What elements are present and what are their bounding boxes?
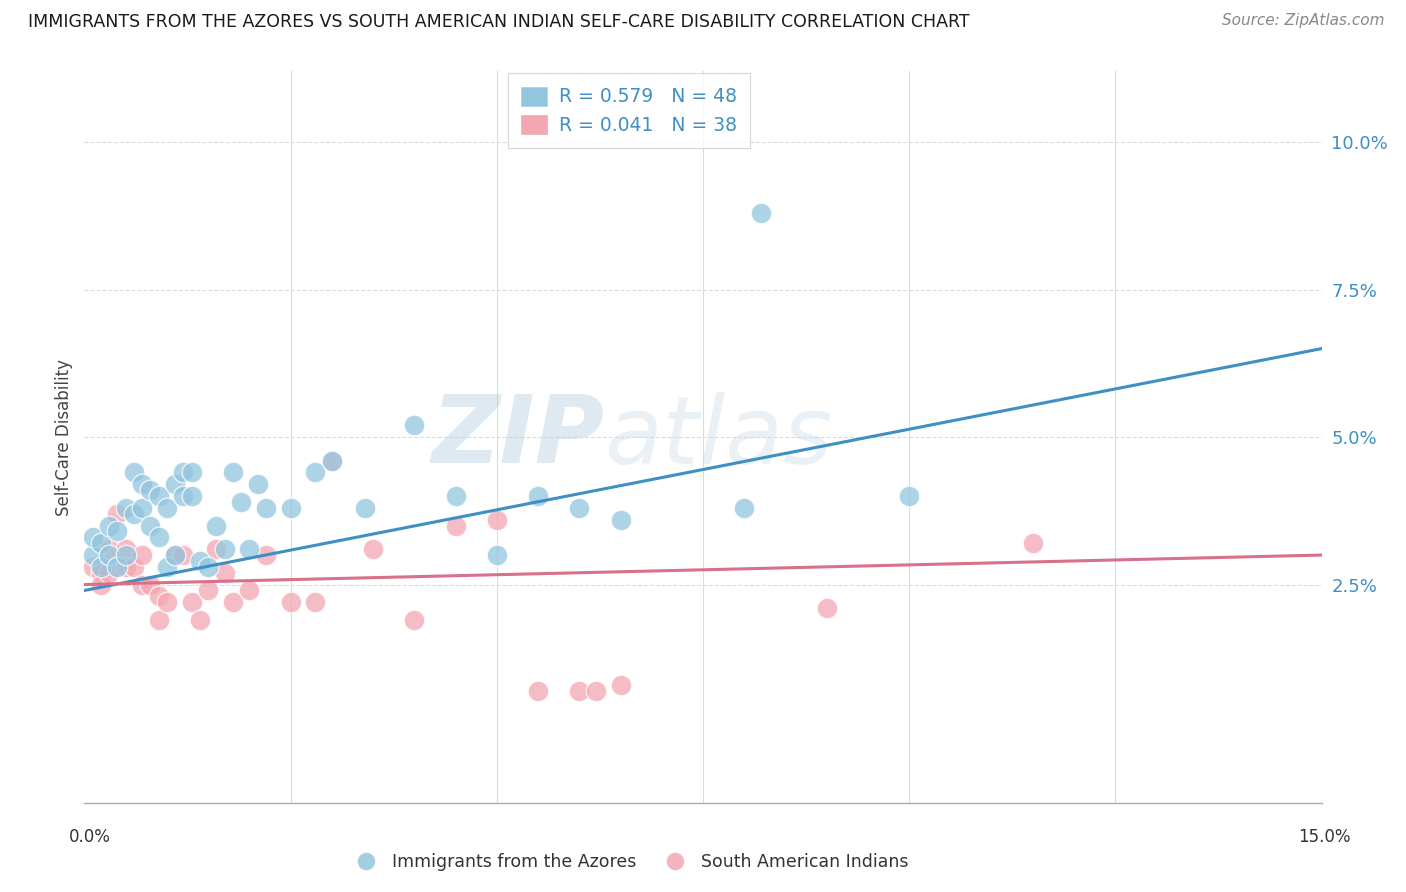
Point [165, 477, 187, 491]
Point [585, 683, 607, 698]
Point [90, 559, 112, 574]
Point [568, 683, 591, 698]
Point [180, 466, 202, 480]
Point [172, 466, 194, 480]
Point [165, 548, 187, 562]
Point [749, 206, 772, 220]
Point [238, 583, 260, 598]
Point [180, 489, 202, 503]
Point [105, 559, 128, 574]
Point [105, 524, 128, 539]
Point [197, 583, 219, 598]
Point [321, 453, 343, 467]
Legend: Immigrants from the Azores, South American Indians: Immigrants from the Azores, South Americ… [342, 847, 915, 879]
Point [172, 548, 194, 562]
Point [156, 595, 179, 609]
Point [165, 548, 187, 562]
Point [156, 559, 179, 574]
Point [98, 542, 121, 557]
Point [254, 548, 277, 562]
Point [214, 542, 236, 557]
Point [98, 518, 121, 533]
Point [82, 548, 104, 562]
Point [172, 489, 194, 503]
Point [180, 595, 202, 609]
Point [131, 548, 153, 562]
Point [222, 466, 245, 480]
Point [139, 577, 162, 591]
Point [188, 554, 211, 568]
Point [254, 500, 277, 515]
Point [222, 595, 245, 609]
Point [114, 548, 136, 562]
Point [609, 678, 631, 692]
Point [188, 613, 211, 627]
Point [321, 453, 343, 467]
Point [139, 518, 162, 533]
Point [353, 500, 375, 515]
Point [90, 577, 112, 591]
Text: ZIP: ZIP [432, 391, 605, 483]
Point [246, 477, 269, 491]
Point [114, 542, 136, 557]
Point [568, 500, 591, 515]
Point [82, 530, 104, 544]
Point [898, 489, 921, 503]
Point [229, 495, 252, 509]
Point [238, 542, 260, 557]
Point [114, 500, 136, 515]
Point [280, 500, 302, 515]
Point [733, 500, 755, 515]
Point [527, 683, 550, 698]
Point [527, 489, 550, 503]
Text: Source: ZipAtlas.com: Source: ZipAtlas.com [1222, 13, 1385, 29]
Point [90, 536, 112, 550]
Point [114, 559, 136, 574]
Point [90, 566, 112, 580]
Point [122, 466, 145, 480]
Point [205, 542, 228, 557]
Text: 15.0%: 15.0% [1298, 828, 1351, 846]
Point [609, 513, 631, 527]
Point [361, 542, 384, 557]
Point [122, 559, 145, 574]
Point [148, 530, 170, 544]
Point [131, 577, 153, 591]
Point [214, 566, 236, 580]
Point [444, 518, 467, 533]
Point [485, 548, 508, 562]
Point [304, 466, 326, 480]
Text: IMMIGRANTS FROM THE AZORES VS SOUTH AMERICAN INDIAN SELF-CARE DISABILITY CORRELA: IMMIGRANTS FROM THE AZORES VS SOUTH AMER… [28, 13, 970, 31]
Y-axis label: Self-Care Disability: Self-Care Disability [55, 359, 73, 516]
Point [197, 559, 219, 574]
Point [404, 613, 426, 627]
Point [98, 566, 121, 580]
Point [148, 489, 170, 503]
Point [485, 513, 508, 527]
Point [148, 613, 170, 627]
Text: atlas: atlas [605, 392, 832, 483]
Point [82, 559, 104, 574]
Point [280, 595, 302, 609]
Point [444, 489, 467, 503]
Point [139, 483, 162, 498]
Point [122, 507, 145, 521]
Point [98, 548, 121, 562]
Point [148, 590, 170, 604]
Text: 0.0%: 0.0% [69, 828, 111, 846]
Point [105, 507, 128, 521]
Point [304, 595, 326, 609]
Point [404, 418, 426, 433]
Point [156, 500, 179, 515]
Point [205, 518, 228, 533]
Point [131, 500, 153, 515]
Point [1022, 536, 1045, 550]
Point [815, 601, 838, 615]
Point [131, 477, 153, 491]
